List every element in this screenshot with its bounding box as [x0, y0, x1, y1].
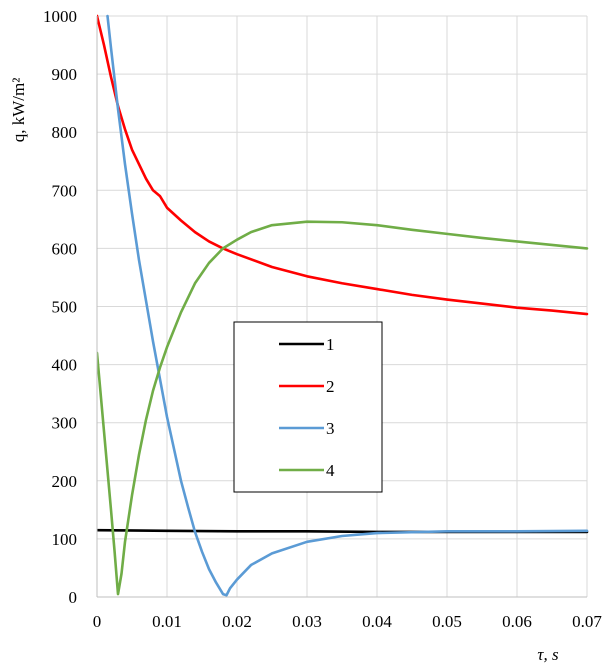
x-tick-label: 0.01 — [152, 612, 182, 631]
x-tick-label: 0.07 — [572, 612, 602, 631]
y-tick-label: 200 — [52, 472, 78, 491]
legend-label: 2 — [326, 377, 335, 396]
y-tick-label: 1000 — [43, 7, 77, 26]
x-tick-label: 0.06 — [502, 612, 532, 631]
x-tick-label: 0.05 — [432, 612, 462, 631]
series-line-4 — [97, 220, 589, 596]
legend-label: 3 — [326, 419, 335, 438]
x-tick-label: 0 — [93, 612, 102, 631]
x-axis-title: τ, s — [537, 645, 559, 664]
y-tick-label: 300 — [52, 414, 78, 433]
y-tick-label: 600 — [52, 239, 78, 258]
y-tick-label: 400 — [52, 356, 78, 375]
legend-label: 1 — [326, 335, 335, 354]
y-axis-title: q, kW/m² — [9, 78, 28, 143]
legend: 1 2 3 4 — [233, 321, 383, 493]
series-lines — [97, 14, 589, 597]
x-tick-label: 0.02 — [222, 612, 252, 631]
y-tick-label: 100 — [52, 530, 78, 549]
x-tick-label: 0.03 — [292, 612, 322, 631]
series-line-3 — [106, 14, 589, 597]
y-tick-label: 900 — [52, 65, 78, 84]
series-line-2 — [97, 14, 589, 316]
legend-box — [233, 321, 383, 493]
y-tick-label: 700 — [52, 181, 78, 200]
x-tick-label: 0.04 — [362, 612, 392, 631]
axes — [96, 16, 587, 598]
tick-labels: 0 0.01 0.02 0.03 0.04 0.05 0.06 0.07 0 100 200 300 4… — [43, 7, 602, 631]
y-tick-label: 0 — [69, 588, 78, 607]
legend-label: 4 — [326, 461, 335, 480]
y-tick-label: 500 — [52, 298, 78, 317]
y-tick-label: 800 — [52, 123, 78, 142]
